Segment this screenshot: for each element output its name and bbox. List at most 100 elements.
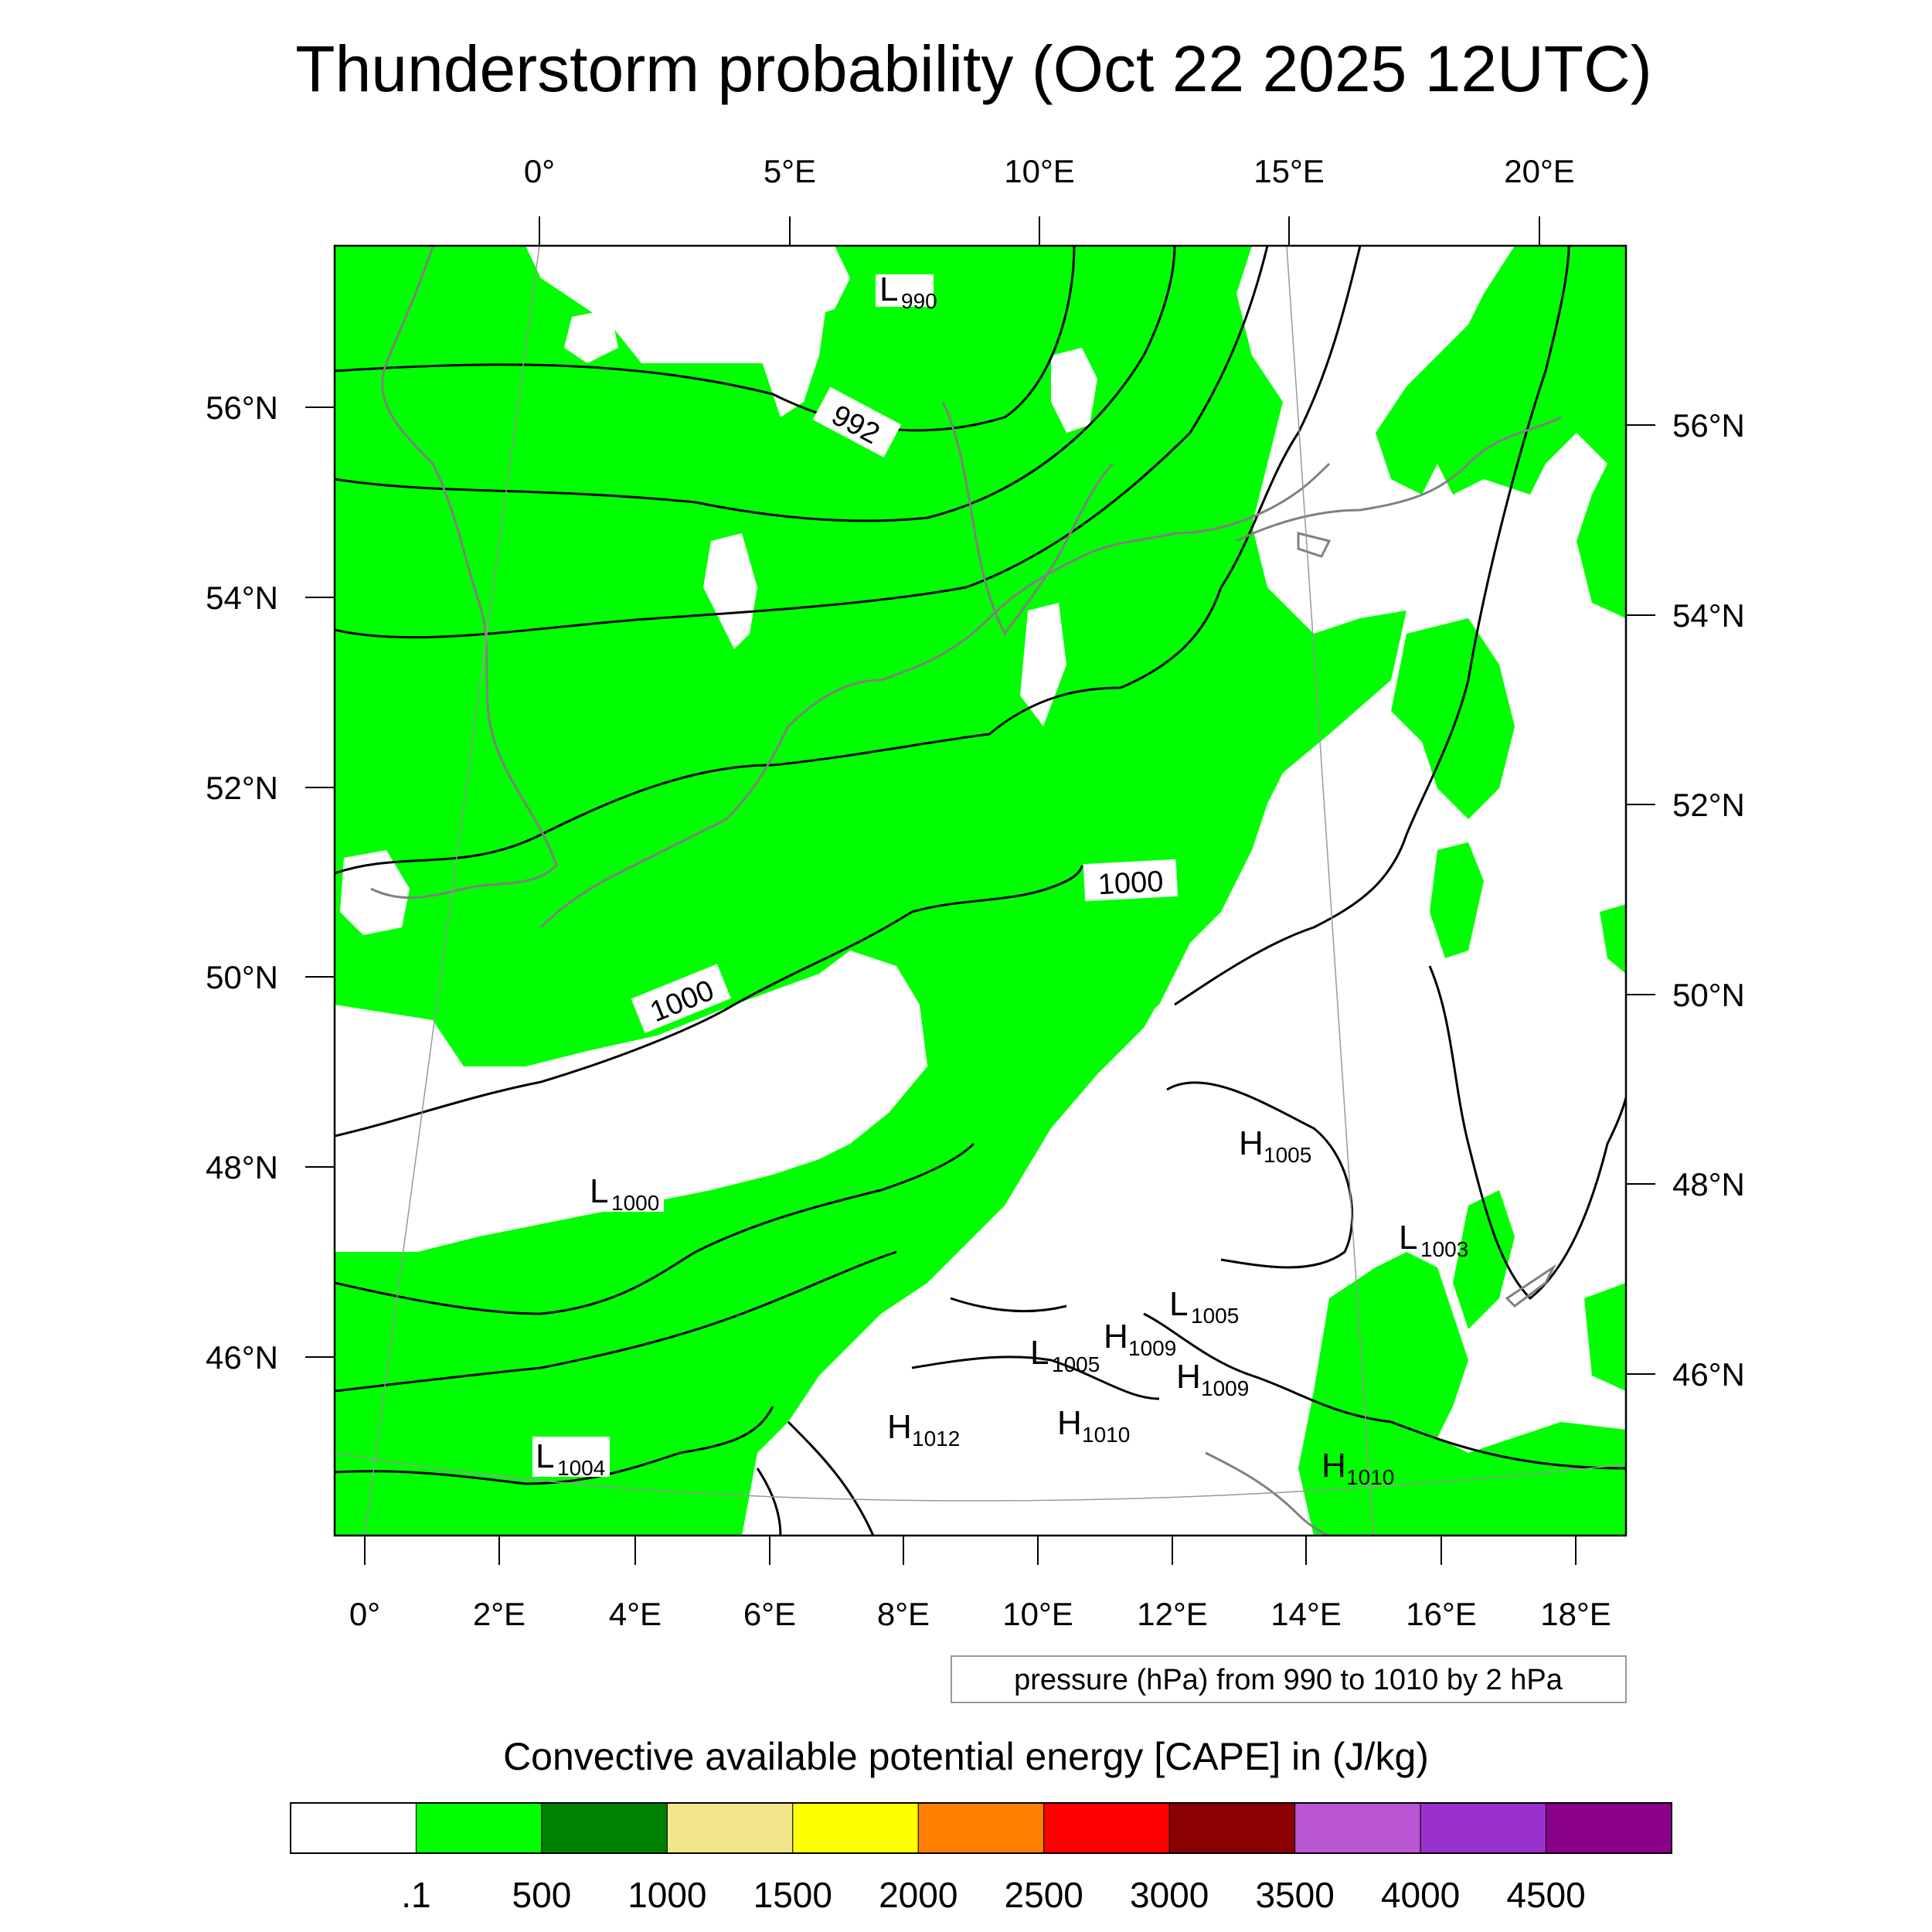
svg-text:1005: 1005 [1052, 1352, 1100, 1376]
colorbar-label: 4000 [1381, 1875, 1460, 1915]
isobar-line [335, 246, 1269, 639]
svg-text:1009: 1009 [1128, 1336, 1176, 1360]
left-lat-label: 48°N [206, 1149, 278, 1185]
pressure-center-L1004: L 1004 [532, 1437, 610, 1480]
svg-text:L: L [590, 1172, 608, 1210]
contour-label-1000-east: 1000 [1083, 859, 1179, 901]
pressure-center-H1009-south: H 1009 [1176, 1358, 1249, 1400]
cape-region-south [335, 889, 1190, 1536]
left-latitude-axis: 56°N 54°N 52°N 50°N 48°N 46°N [206, 389, 335, 1376]
top-lon-label: 20°E [1504, 153, 1575, 189]
colorbar-swatch [1043, 1802, 1170, 1854]
graticule-line [1286, 246, 1374, 1536]
bottom-lon-label: 18°E [1540, 1596, 1611, 1632]
colorbar-swatch [1546, 1802, 1672, 1854]
contour-info-text: pressure (hPa) from 990 to 1010 by 2 hPa [1014, 1664, 1563, 1696]
cape-region-southeast [1298, 1252, 1626, 1536]
svg-text:1012: 1012 [912, 1427, 960, 1451]
coastline-baltic [1236, 416, 1562, 543]
colorbar-swatch [1420, 1802, 1547, 1854]
isobar-line [1166, 1081, 1354, 1269]
isobar-line [1174, 246, 1570, 1006]
svg-text:L: L [879, 270, 898, 308]
cape-region-far-east [1600, 904, 1626, 974]
cape-gap-center [703, 533, 757, 649]
bottom-lon-label: 6°E [743, 1596, 796, 1632]
colorbar-swatch [666, 1802, 794, 1854]
colorbar-label: 1500 [753, 1875, 832, 1915]
right-lat-label: 48°N [1672, 1166, 1745, 1202]
bottom-lon-label: 0° [349, 1596, 380, 1632]
coastlines [370, 246, 1562, 1536]
bottom-lon-label: 8°E [877, 1596, 930, 1632]
svg-text:1005: 1005 [1191, 1304, 1239, 1328]
colorbar-label: 2500 [1005, 1875, 1083, 1915]
cape-gap-northcentral [1051, 348, 1097, 433]
pressure-center-L1005-west: L 1005 [1030, 1334, 1100, 1376]
bottom-lon-label: 14°E [1270, 1596, 1342, 1632]
colorbar-label: 3000 [1130, 1875, 1209, 1915]
pressure-center-L990: L 990 [876, 270, 937, 313]
bottom-lon-label: 10°E [1002, 1596, 1073, 1632]
cape-gap-alps [896, 1267, 1314, 1461]
colorbar-frame [290, 1802, 1672, 1854]
bottom-lon-label: 12°E [1137, 1596, 1208, 1632]
svg-text:L: L [1030, 1334, 1049, 1372]
isobar-line [787, 1420, 875, 1536]
top-lon-label: 15°E [1253, 153, 1325, 189]
colorbar-swatch [1168, 1802, 1296, 1854]
pressure-center-H1010-alps: H 1010 [1057, 1404, 1130, 1447]
top-lon-label: 10°E [1004, 153, 1075, 189]
svg-text:1005: 1005 [1264, 1143, 1311, 1167]
coastline-continent [539, 462, 1331, 929]
isobar-lines [335, 246, 1626, 1536]
svg-text:1000: 1000 [611, 1191, 659, 1215]
right-lat-label: 56°N [1672, 407, 1745, 444]
coastline-denmark [941, 401, 1114, 636]
isobar-line [950, 1297, 1067, 1313]
svg-text:H: H [1057, 1404, 1082, 1442]
cape-region-east-far [1584, 1283, 1626, 1391]
pressure-center-H1005: H 1005 [1239, 1124, 1311, 1167]
svg-text:H: H [1176, 1358, 1201, 1396]
right-latitude-axis: 56°N 54°N 52°N 50°N 48°N 46°N [1626, 407, 1745, 1393]
top-longitude-axis: 0° 5°E 10°E 15°E 20°E [524, 153, 1575, 246]
cape-region-east-mid [1430, 842, 1484, 958]
pressure-centers: L 990 L 1000 L 1004 H 1005 L 1003 [532, 270, 1468, 1489]
svg-text:L: L [1399, 1219, 1417, 1257]
svg-text:H: H [887, 1408, 912, 1446]
isobar-line [335, 1406, 774, 1485]
svg-text:1010: 1010 [1346, 1465, 1394, 1489]
svg-text:990: 990 [901, 289, 937, 313]
colorbar-swatch [290, 1802, 417, 1854]
pressure-center-H1012: H 1012 [887, 1408, 960, 1451]
svg-text:1003: 1003 [1420, 1237, 1468, 1261]
graticule [335, 246, 1626, 1536]
colorbar-label: 500 [512, 1875, 572, 1915]
left-lat-label: 50°N [206, 959, 278, 995]
cape-region-northeast [1376, 246, 1626, 618]
bottom-longitude-axis: 0° 2°E 4°E 6°E 8°E 10°E 12°E 14°E 16°E 18°E [349, 1536, 1611, 1632]
colorbar-label: 1000 [628, 1875, 706, 1915]
cape-gap-north [750, 255, 827, 417]
isobar-line [1428, 965, 1626, 1301]
svg-text:H: H [1321, 1447, 1346, 1485]
svg-text:H: H [1239, 1124, 1264, 1162]
colorbar-label: 3500 [1255, 1875, 1334, 1915]
left-lat-label: 46°N [206, 1339, 278, 1376]
svg-text:H: H [1104, 1318, 1128, 1355]
isobar-line [756, 1468, 782, 1536]
cape-colorbar: .1 500 1000 1500 2000 2500 3000 3500 4000 4500 [290, 1802, 1672, 1915]
graticule-line [364, 246, 540, 1536]
colorbar-label: 4500 [1506, 1875, 1585, 1915]
map-frame [333, 244, 1628, 1537]
isobar-line [911, 1355, 1160, 1400]
graticule-line [335, 1452, 1626, 1502]
cape-region-east-lower [1453, 1190, 1515, 1329]
isobar-line [335, 1142, 975, 1315]
cape-gap-west [340, 850, 410, 935]
pressure-center-H1009-north: H 1009 [1104, 1318, 1176, 1360]
coastline-island [1297, 532, 1332, 558]
left-lat-label: 54°N [206, 580, 278, 616]
